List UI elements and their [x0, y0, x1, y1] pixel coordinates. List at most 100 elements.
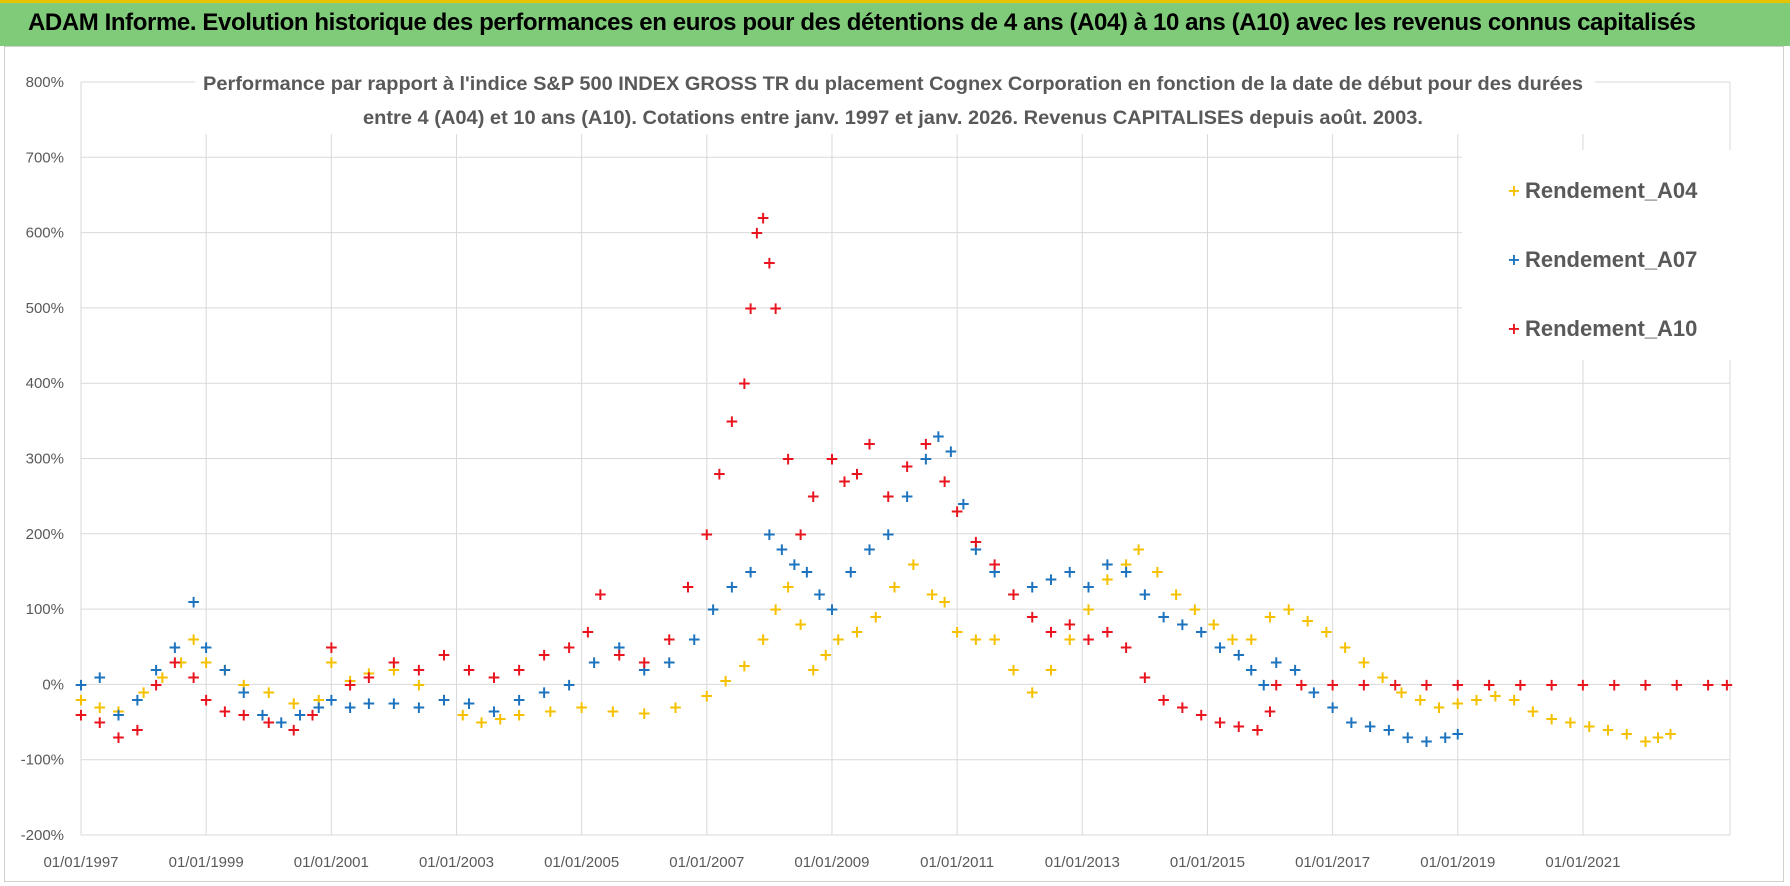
- data-point: +: [1325, 698, 1339, 718]
- data-point: +: [412, 698, 426, 718]
- data-point: +: [1213, 638, 1227, 658]
- data-point: +: [111, 702, 125, 722]
- data-point: +: [324, 638, 338, 658]
- data-point: +: [456, 706, 470, 726]
- data-point: +: [1175, 698, 1189, 718]
- data-point: +: [587, 653, 601, 673]
- data-point: +: [1288, 660, 1302, 680]
- data-point: +: [1438, 728, 1452, 748]
- data-point: +: [825, 600, 839, 620]
- data-point: +: [387, 660, 401, 680]
- data-point: +: [1169, 585, 1183, 605]
- data-point: +: [168, 638, 182, 658]
- data-point: +: [149, 675, 163, 695]
- data-point: +: [199, 690, 213, 710]
- data-point: +: [1576, 675, 1590, 695]
- data-point: +: [1194, 623, 1208, 643]
- data-point: +: [743, 299, 757, 319]
- data-point: +: [1469, 690, 1483, 710]
- data-point: +: [900, 487, 914, 507]
- data-point: +: [1582, 717, 1596, 737]
- data-point: +: [988, 562, 1002, 582]
- data-point: +: [1263, 608, 1277, 628]
- data-point: +: [919, 450, 933, 470]
- data-point: +: [900, 457, 914, 477]
- banner-title: ADAM Informe. Evolution historique des p…: [28, 9, 1696, 36]
- data-point: +: [199, 638, 213, 658]
- data-point: +: [1701, 675, 1715, 695]
- data-point: +: [906, 555, 920, 575]
- x-tick-label: 01/01/2005: [544, 854, 619, 871]
- data-point: +: [1638, 675, 1652, 695]
- data-point: +: [919, 434, 933, 454]
- data-point: +: [606, 702, 620, 722]
- data-point: +: [1394, 683, 1408, 703]
- data-point: +: [850, 465, 864, 485]
- data-point: +: [612, 645, 626, 665]
- data-point: +: [1413, 690, 1427, 710]
- data-point: +: [593, 585, 607, 605]
- data-point: +: [74, 690, 88, 710]
- data-point: +: [343, 672, 357, 692]
- legend-marker: +: [1507, 250, 1520, 269]
- data-point: +: [812, 585, 826, 605]
- data-point: +: [1100, 555, 1114, 575]
- data-point: +: [937, 593, 951, 613]
- data-point: +: [1607, 675, 1621, 695]
- data-point: +: [1175, 615, 1189, 635]
- data-point: +: [1300, 611, 1314, 631]
- data-point: +: [474, 713, 488, 733]
- data-point: +: [218, 660, 232, 680]
- data-point: +: [218, 660, 232, 680]
- data-point: +: [487, 668, 501, 688]
- y-tick-label: -200%: [21, 827, 64, 844]
- data-point: +: [1131, 540, 1145, 560]
- data-point: +: [1401, 728, 1415, 748]
- x-tick-label: 01/01/2007: [669, 854, 744, 871]
- data-point: +: [262, 683, 276, 703]
- data-point: +: [794, 525, 808, 545]
- data-point: +: [562, 675, 576, 695]
- data-point: +: [1419, 675, 1433, 695]
- data-point: +: [1325, 675, 1339, 695]
- x-tick-label: 01/01/1997: [43, 854, 118, 871]
- data-point: +: [1507, 690, 1521, 710]
- data-point: +: [756, 209, 770, 229]
- y-tick-label: 100%: [26, 601, 64, 618]
- data-point: +: [1225, 630, 1239, 650]
- data-point: +: [437, 690, 451, 710]
- data-point: +: [130, 721, 144, 741]
- data-point: +: [1063, 630, 1077, 650]
- data-point: +: [237, 706, 251, 726]
- chart-title-backdrop: [195, 64, 1595, 134]
- data-point: +: [1100, 570, 1114, 590]
- data-point: +: [950, 623, 964, 643]
- data-point: +: [1081, 578, 1095, 598]
- data-point: +: [487, 702, 501, 722]
- data-point: +: [762, 254, 776, 274]
- y-tick-label: 200%: [26, 526, 64, 543]
- data-point: +: [769, 299, 783, 319]
- data-point: +: [1081, 600, 1095, 620]
- data-point: +: [1451, 694, 1465, 714]
- data-point: +: [1119, 555, 1133, 575]
- data-point: +: [1382, 721, 1396, 741]
- data-point: +: [287, 721, 301, 741]
- data-point: +: [1338, 638, 1352, 658]
- data-point: +: [512, 660, 526, 680]
- data-point: +: [1432, 698, 1446, 718]
- data-point: +: [950, 502, 964, 522]
- data-point: +: [274, 713, 288, 733]
- data-point: +: [837, 472, 851, 492]
- data-point: +: [806, 487, 820, 507]
- data-point: +: [1388, 675, 1402, 695]
- data-point: +: [969, 630, 983, 650]
- data-point: +: [1138, 668, 1152, 688]
- data-point: +: [93, 713, 107, 733]
- series-Rendement_A10: + ++ ++++++ + + ++++ ++ +++ + ++ ++++ +++++++++++++…: [74, 209, 1734, 749]
- data-point: +: [844, 562, 858, 582]
- data-point: +: [1545, 709, 1559, 729]
- legend-label: Rendement_A04: [1525, 178, 1698, 203]
- data-point: +: [111, 706, 125, 726]
- data-point: +: [1063, 615, 1077, 635]
